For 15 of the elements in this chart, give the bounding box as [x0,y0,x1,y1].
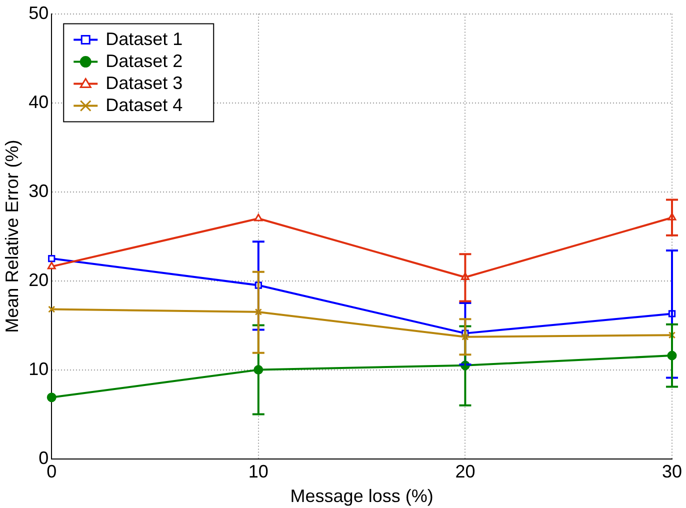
legend-label: Dataset 3 [106,72,183,93]
legend-label: Dataset 4 [106,94,183,115]
y-tick-label: 40 [28,92,49,112]
y-tick-label: 30 [28,180,49,201]
x-tick-label: 20 [455,462,476,482]
x-axis-title: Message loss (%) [290,486,434,506]
y-tick-label: 10 [28,358,49,379]
x-tick-label: 30 [662,462,682,482]
legend-label: Dataset 2 [106,50,183,71]
y-tick-label: 0 [38,448,49,468]
y-tick-label: 20 [28,270,49,290]
x-tick-label: 10 [248,462,268,482]
y-tick-label: 50 [28,2,49,23]
y-axis-title: Mean Relative Error (%) [2,140,22,333]
legend-label: Dataset 1 [106,28,183,49]
